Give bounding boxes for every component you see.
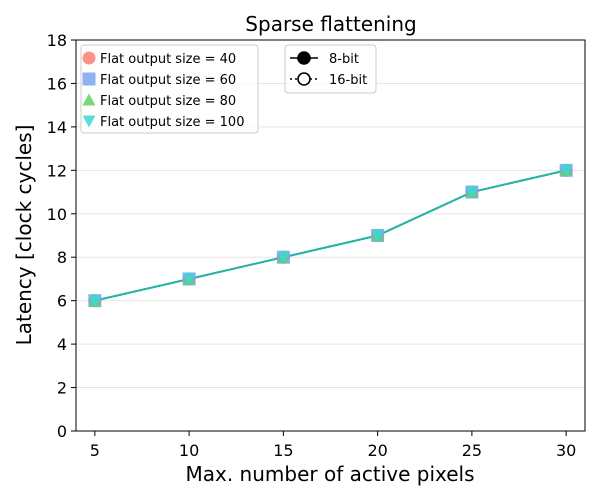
data-point [88, 295, 102, 308]
legend-marker [82, 72, 96, 86]
y-tick-label: 0 [57, 422, 67, 441]
series-line [94, 169, 567, 302]
series-line [94, 169, 567, 302]
y-tick-label: 10 [47, 205, 67, 224]
y-tick-label: 8 [57, 248, 67, 267]
legend-label: Flat output size = 60 [100, 73, 236, 88]
y-tick-label: 4 [57, 335, 67, 354]
legend-marker [82, 93, 96, 106]
series-lines [94, 169, 567, 302]
series-line-dotted [94, 169, 567, 302]
legend-frame [80, 44, 259, 134]
x-axis: 5 10 15 20 25 30 [90, 431, 576, 460]
y-tick-label: 18 [47, 31, 67, 50]
series-line-dotted [94, 169, 567, 302]
legend-marker [82, 115, 96, 128]
x-tick-label: 25 [462, 441, 482, 460]
x-axis-label: Max. number of active pixels [185, 462, 474, 486]
legend-label: Flat output size = 100 [100, 115, 244, 130]
y-tick-label: 14 [47, 118, 67, 137]
legend-label: 8-bit [329, 52, 359, 67]
series-line-dotted [94, 169, 567, 302]
x-tick-label: 20 [367, 441, 387, 460]
data-point [276, 251, 290, 264]
x-tick-label: 30 [556, 441, 576, 460]
x-tick-label: 5 [90, 441, 100, 460]
series-line [94, 169, 567, 302]
markers [88, 163, 573, 308]
legend-marker [297, 72, 311, 86]
chart-title: Sparse flattening [245, 12, 416, 36]
data-point [465, 186, 479, 199]
legend-label: Flat output size = 40 [100, 52, 236, 67]
plot-frame [75, 39, 586, 432]
legend-marker [82, 51, 96, 65]
data-point [559, 164, 573, 177]
legend-label: Flat output size = 80 [100, 94, 236, 109]
series-line [94, 169, 567, 302]
legend-styles: 8-bit 16-bit [284, 44, 377, 94]
legend-marker [297, 51, 311, 65]
series-line-dotted [94, 169, 567, 302]
data-point [182, 273, 196, 286]
y-tick-label: 6 [57, 292, 67, 311]
legend-label: 16-bit [329, 73, 367, 88]
x-tick-label: 15 [273, 441, 293, 460]
y-tick-label: 16 [47, 74, 67, 93]
y-axis-label: Latency [clock cycles] [12, 125, 36, 346]
x-tick-label: 10 [179, 441, 199, 460]
data-point [371, 229, 385, 242]
y-tick-label: 2 [57, 379, 67, 398]
legend-series: Flat output size = 40 Flat output size = … [80, 44, 259, 134]
y-tick-label: 12 [47, 161, 67, 180]
y-axis: 0 2 4 6 8 10 12 14 16 18 [47, 31, 76, 441]
